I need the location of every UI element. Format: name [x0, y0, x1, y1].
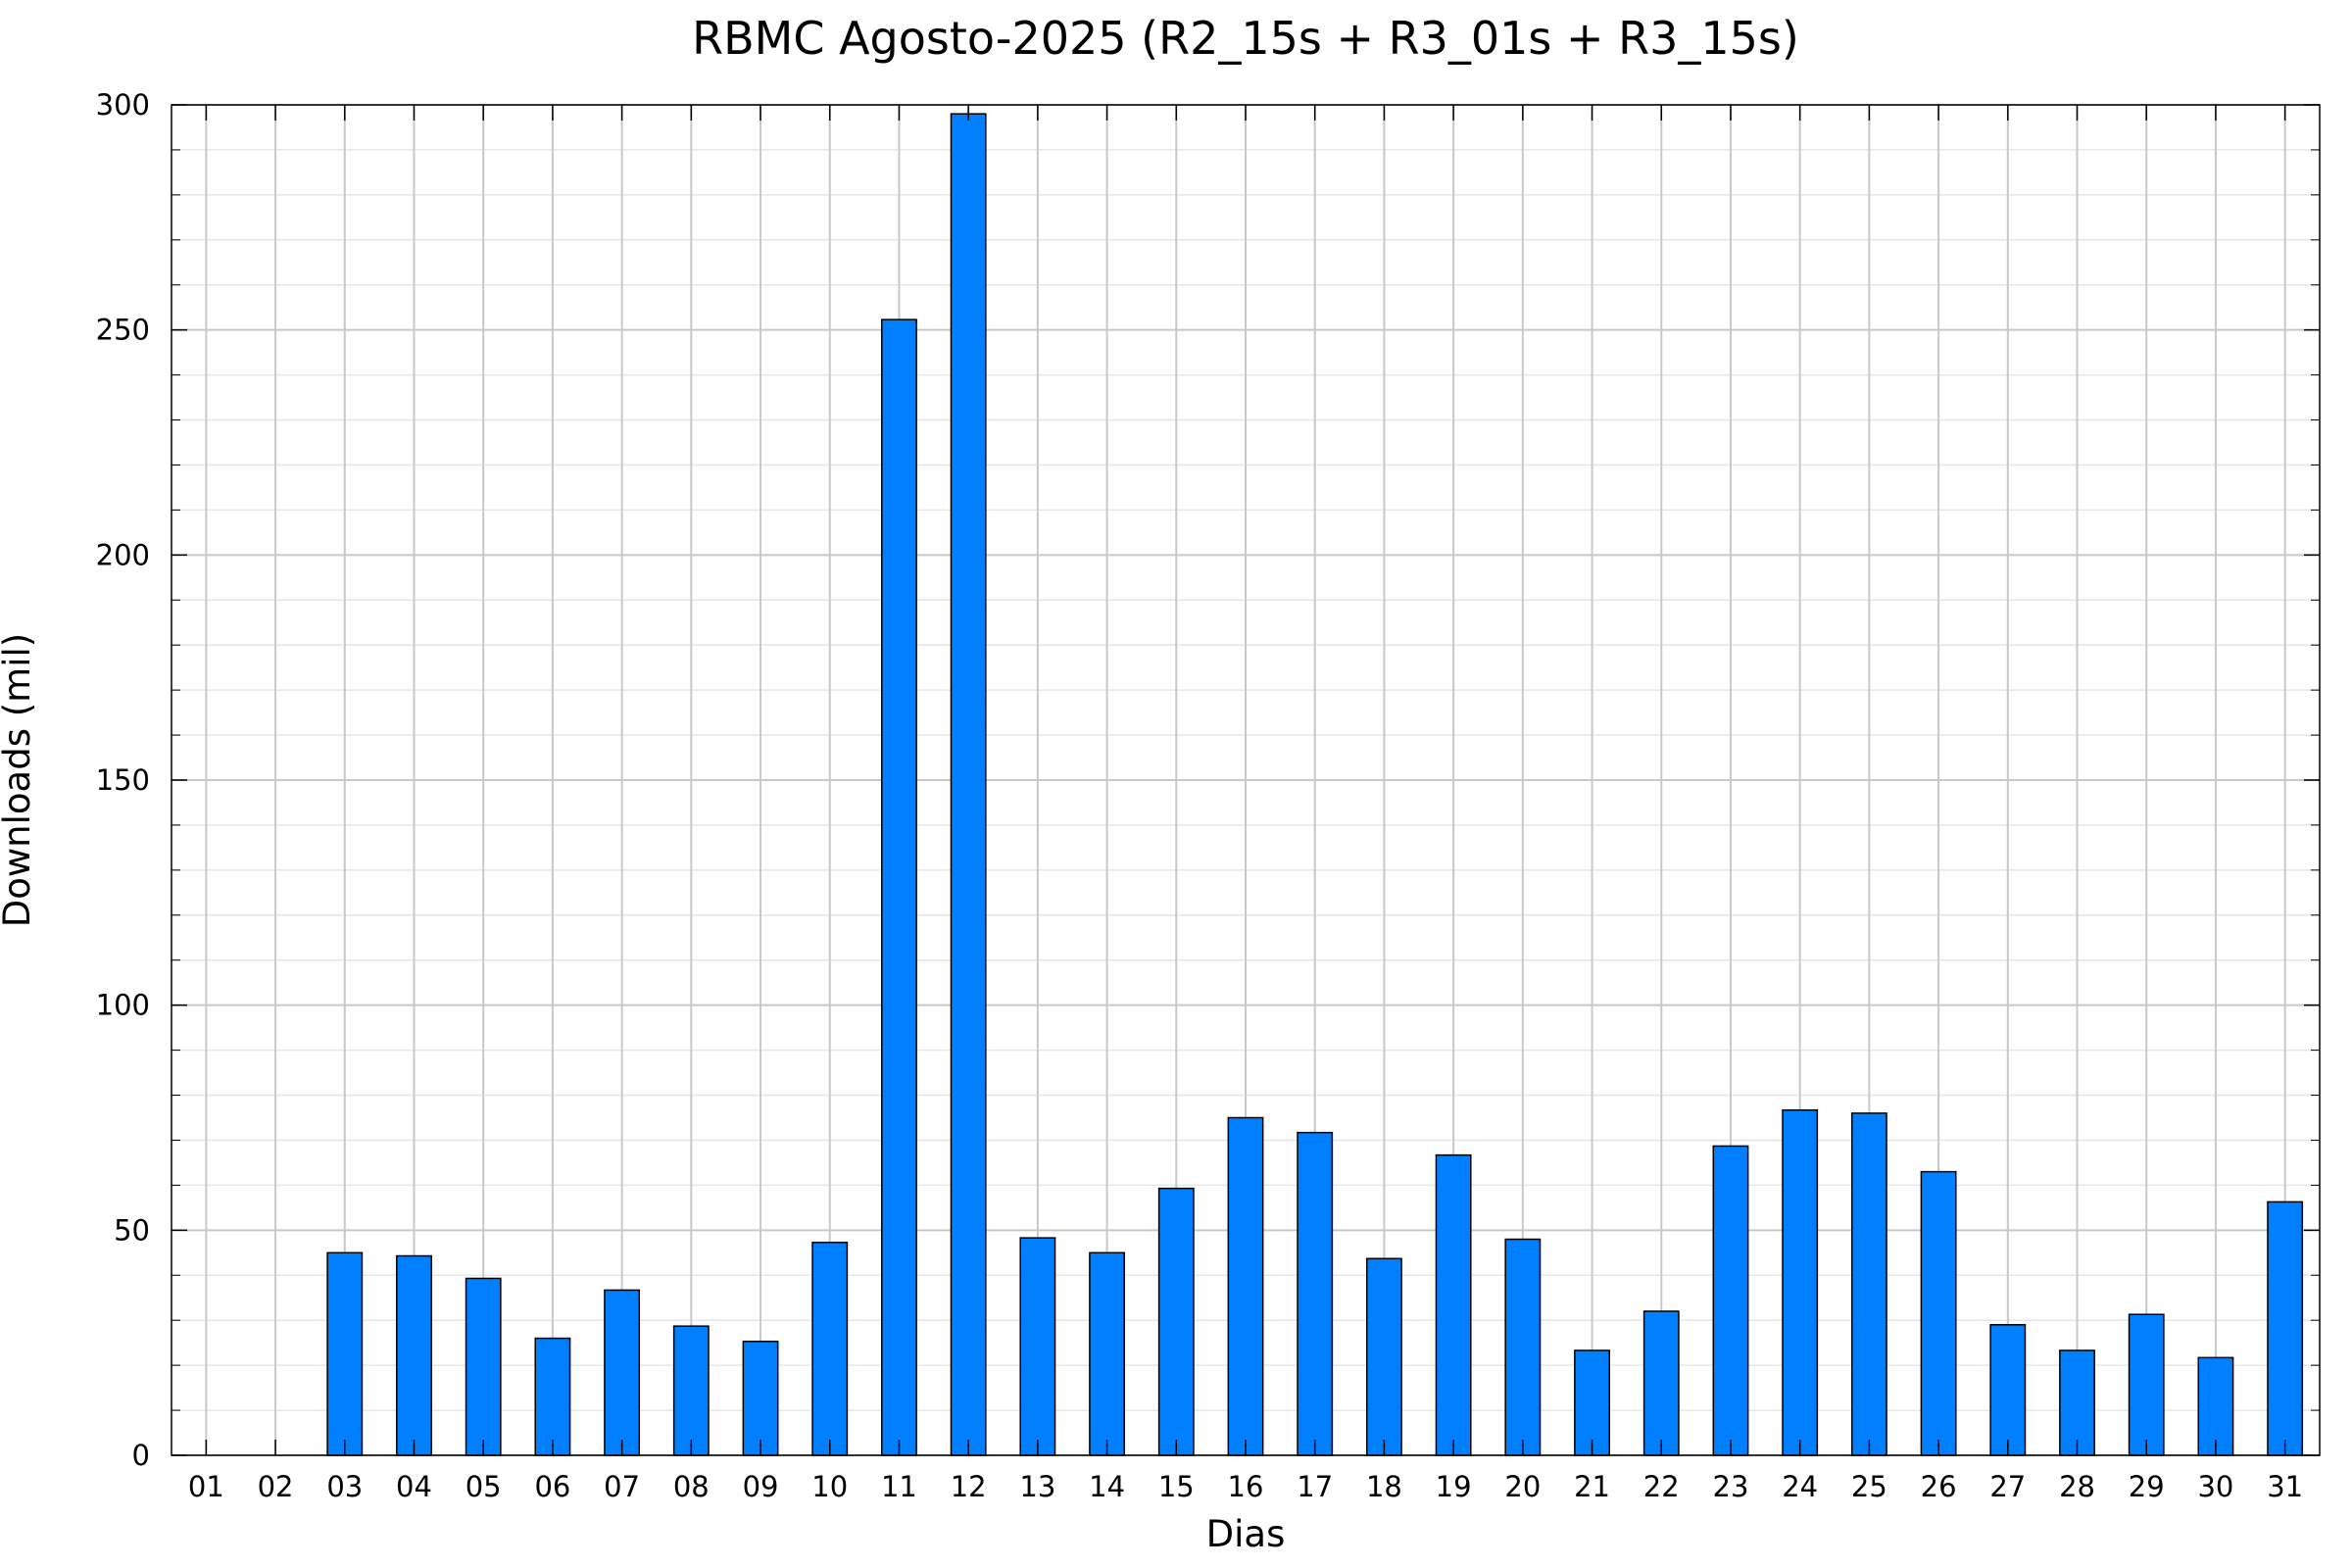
- bar: [1365, 1257, 1402, 1456]
- x-tick-label: 05: [466, 1470, 502, 1503]
- x-tick-label: 27: [1989, 1470, 2026, 1503]
- bar: [881, 318, 917, 1456]
- x-tick-label: 15: [1158, 1470, 1195, 1503]
- bar: [1712, 1145, 1749, 1456]
- x-tick-label: 18: [1366, 1470, 1402, 1503]
- bar: [1642, 1310, 1680, 1456]
- bar: [950, 113, 987, 1456]
- y-tick-label: 250: [96, 314, 150, 347]
- x-tick-label: 20: [1504, 1470, 1541, 1503]
- y-tick-label: 0: [132, 1439, 150, 1472]
- bar: [1920, 1170, 1957, 1456]
- bar: [672, 1325, 710, 1456]
- bar: [326, 1251, 364, 1456]
- bar: [1227, 1116, 1264, 1456]
- bar: [2128, 1313, 2165, 1456]
- x-tick-label: 06: [534, 1470, 570, 1503]
- x-tick-label: 01: [188, 1470, 224, 1503]
- x-tick-label: 07: [604, 1470, 640, 1503]
- chart-title: RBMC Agosto-2025 (R2_15s + R3_01s + R3_1…: [692, 12, 1799, 65]
- x-tick-label: 03: [326, 1470, 363, 1503]
- bar: [604, 1289, 641, 1456]
- x-tick-label: 08: [673, 1470, 710, 1503]
- bar: [1574, 1349, 1610, 1456]
- x-axis-label: Dias: [1206, 1513, 1286, 1555]
- x-tick-label: 30: [2197, 1470, 2233, 1503]
- bars: [326, 113, 2304, 1456]
- x-tick-label: 31: [2267, 1470, 2303, 1503]
- x-tick-label: 22: [1643, 1470, 1680, 1503]
- bar: [2197, 1356, 2234, 1456]
- bar: [1989, 1324, 2027, 1456]
- x-tick-label: 09: [743, 1470, 779, 1503]
- x-tick-label: 24: [1782, 1470, 1818, 1503]
- y-axis-label: Downloads (mil): [0, 633, 38, 927]
- x-tick-label: 12: [951, 1470, 987, 1503]
- x-tick-label: 29: [2129, 1470, 2165, 1503]
- x-tick-label: 26: [1921, 1470, 1957, 1503]
- bar: [811, 1241, 849, 1456]
- bar: [1435, 1153, 1472, 1456]
- x-tick-label: 23: [1713, 1470, 1749, 1503]
- bar: [534, 1337, 571, 1456]
- y-tick-label: 100: [96, 989, 150, 1022]
- x-tick-label: 16: [1228, 1470, 1264, 1503]
- bar: [1297, 1131, 1334, 1456]
- bar: [1157, 1187, 1195, 1456]
- x-tick-label: 11: [881, 1470, 917, 1503]
- bar: [1089, 1251, 1126, 1456]
- y-tick-label: 150: [96, 763, 150, 797]
- bar: [465, 1277, 502, 1456]
- x-tick-label: 28: [2059, 1470, 2095, 1503]
- bar: [396, 1254, 432, 1456]
- x-tick-label: 04: [396, 1470, 432, 1503]
- x-tick-label: 21: [1574, 1470, 1610, 1503]
- bar: [1850, 1112, 1887, 1456]
- y-tick-label: 200: [96, 538, 150, 571]
- bar: [1782, 1108, 1819, 1456]
- x-tick-label: 10: [811, 1470, 848, 1503]
- x-tick-label: 25: [1851, 1470, 1887, 1503]
- bar: [1504, 1238, 1542, 1456]
- bar: [2267, 1200, 2304, 1456]
- bar: [2059, 1349, 2095, 1456]
- x-tick-label: 19: [1436, 1470, 1472, 1503]
- x-tick-label: 14: [1089, 1470, 1125, 1503]
- x-tick-label: 02: [258, 1470, 294, 1503]
- x-tick-label: 13: [1019, 1470, 1055, 1503]
- x-tick-label: 17: [1297, 1470, 1333, 1503]
- y-tick-label: 300: [96, 88, 150, 122]
- grid: [172, 104, 2320, 1456]
- bar: [1019, 1237, 1056, 1456]
- y-tick-label: 50: [114, 1213, 150, 1247]
- bar: [742, 1341, 779, 1456]
